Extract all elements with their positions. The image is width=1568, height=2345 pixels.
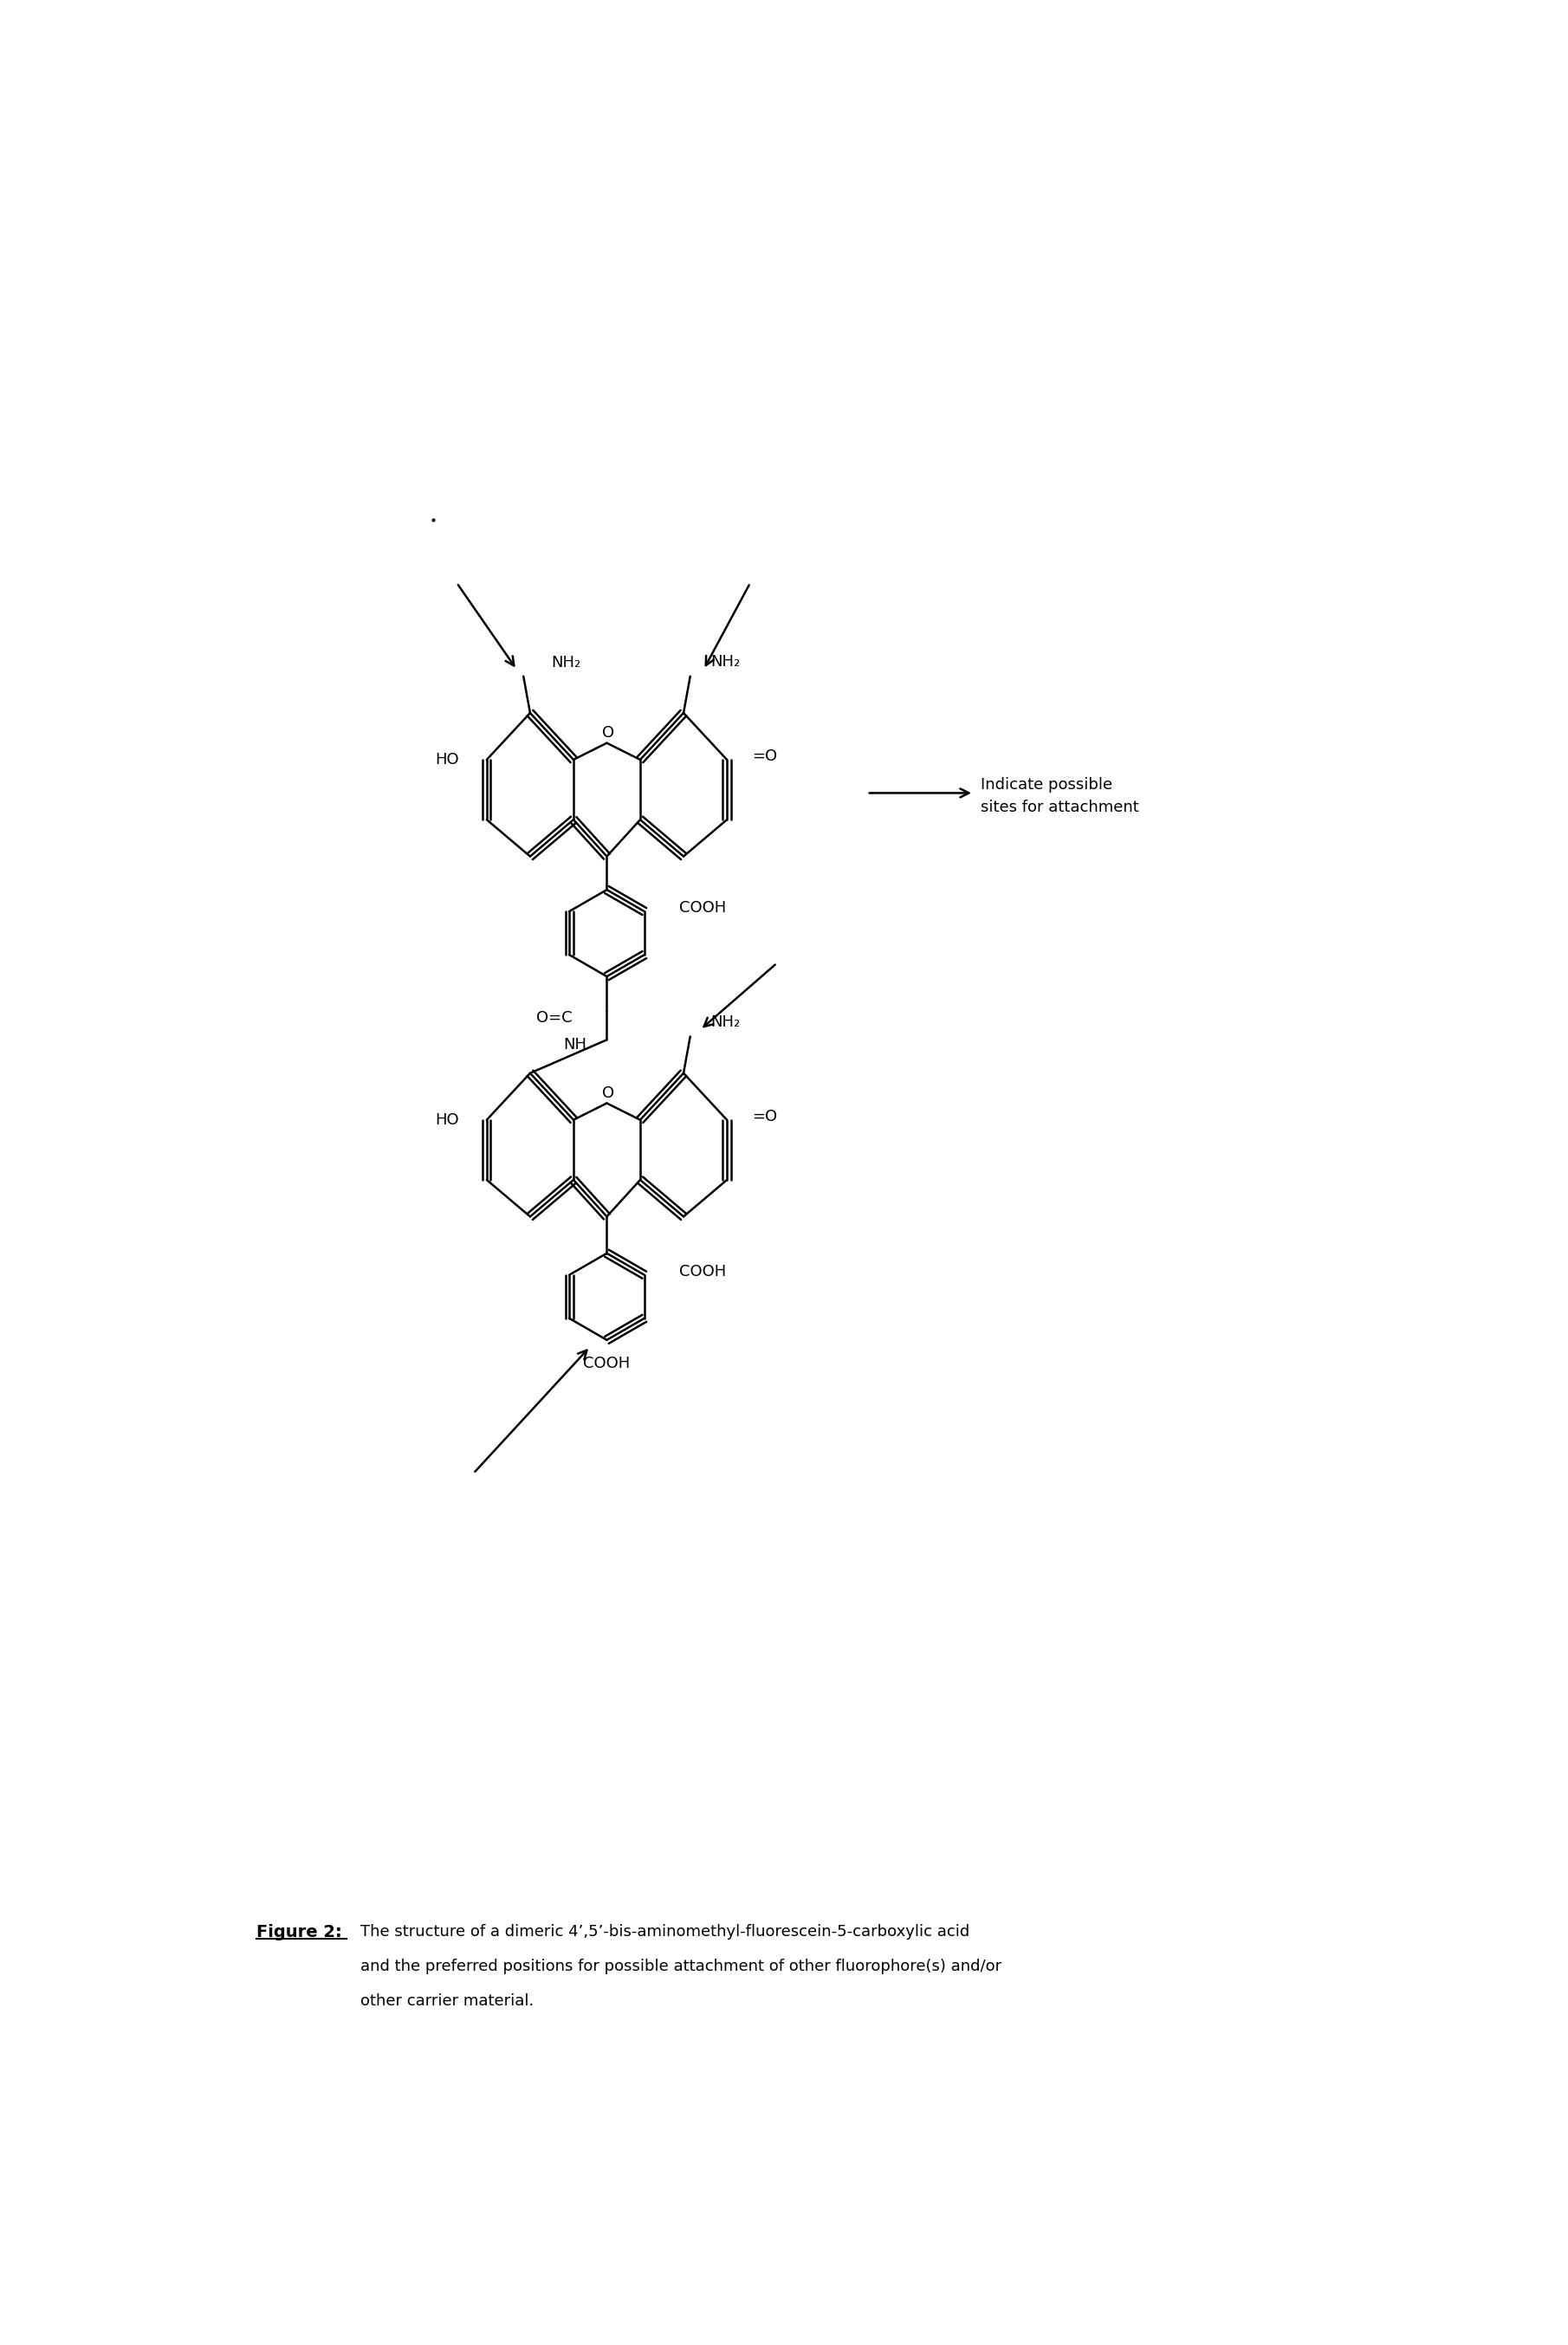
- Text: COOH: COOH: [679, 1264, 726, 1280]
- Text: =O: =O: [753, 1109, 778, 1123]
- Text: NH₂: NH₂: [710, 654, 740, 668]
- Text: and the preferred positions for possible attachment of other fluorophore(s) and/: and the preferred positions for possible…: [361, 1958, 1002, 1974]
- Text: O: O: [602, 1086, 615, 1100]
- Text: HO: HO: [434, 753, 459, 767]
- Text: NH₂: NH₂: [710, 1013, 740, 1029]
- Text: NH₂: NH₂: [552, 654, 582, 671]
- Text: O=C: O=C: [536, 1011, 572, 1025]
- Text: =O: =O: [753, 748, 778, 764]
- Text: O: O: [602, 725, 615, 741]
- Text: other carrier material.: other carrier material.: [361, 1993, 533, 2010]
- Text: Indicate possible
sites for attachment: Indicate possible sites for attachment: [980, 776, 1138, 816]
- Text: Figure 2:: Figure 2:: [257, 1923, 342, 1939]
- Text: HO: HO: [434, 1112, 459, 1128]
- Text: COOH: COOH: [679, 900, 726, 917]
- Text: COOH: COOH: [583, 1355, 630, 1372]
- Text: The structure of a dimeric 4’,5’-bis-aminomethyl-fluorescein-5-carboxylic acid: The structure of a dimeric 4’,5’-bis-ami…: [361, 1923, 969, 1939]
- Text: NH: NH: [563, 1036, 586, 1053]
